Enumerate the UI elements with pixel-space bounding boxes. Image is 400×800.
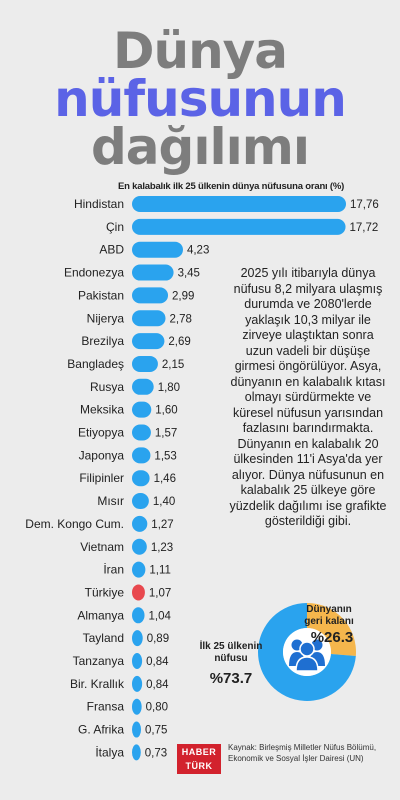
value-label: 1,53 — [154, 450, 176, 462]
value-label: 3,45 — [178, 268, 200, 280]
bar — [132, 196, 346, 212]
bar — [132, 630, 143, 647]
bar — [132, 653, 143, 669]
category-label: Japonya — [79, 448, 125, 462]
value-label: 0,84 — [146, 656, 169, 668]
value-label: 1,11 — [149, 565, 171, 577]
pie-value-label: %26.3 — [311, 629, 354, 646]
value-label: 0,89 — [147, 633, 169, 645]
bar — [132, 424, 151, 441]
bar — [132, 698, 142, 715]
value-label: 2,99 — [172, 290, 194, 302]
category-label: Türkiye — [85, 585, 125, 599]
category-label: G. Afrika — [78, 723, 124, 737]
category-label: Filipinler — [79, 471, 124, 485]
value-label: 17,72 — [350, 222, 379, 234]
category-label: Endonezya — [64, 266, 124, 280]
bar — [132, 218, 346, 235]
value-label: 0,84 — [146, 679, 169, 691]
value-label: 0,75 — [145, 725, 167, 737]
bar — [132, 675, 143, 692]
value-label: 2,78 — [169, 313, 191, 325]
category-label: Brezilya — [81, 334, 124, 348]
bar — [132, 515, 148, 532]
category-label: Nijerya — [87, 311, 125, 325]
value-label: 1,40 — [153, 496, 175, 508]
category-label: Dem. Kongo Cum. — [25, 517, 124, 531]
value-label: 0,73 — [145, 747, 167, 759]
bar — [132, 264, 174, 281]
pie-slice — [307, 603, 356, 656]
category-label: Vietnam — [80, 540, 124, 554]
category-label: Tanzanya — [73, 654, 125, 668]
bar — [132, 401, 152, 418]
pie-label: Dünyanın — [306, 604, 352, 615]
category-label: Pakistan — [78, 288, 124, 302]
pie-label: nüfusu — [214, 653, 247, 664]
bar — [132, 493, 149, 510]
description-text: 2025 yılı itibarıyla dünya nüfusu 8,2 mi… — [229, 266, 387, 528]
category-label: Bir. Krallık — [70, 677, 125, 691]
bar — [132, 744, 141, 761]
category-label: Mısır — [97, 494, 124, 508]
bar — [132, 721, 142, 738]
bar — [132, 378, 154, 395]
category-label: Etiyopya — [78, 426, 124, 440]
page-title-line-2: nüfusunun — [54, 70, 347, 128]
bar — [132, 561, 146, 578]
value-label: 1,07 — [149, 587, 171, 599]
person-icon-head — [299, 641, 315, 657]
bar — [132, 584, 145, 601]
bar — [132, 310, 166, 327]
category-label: ABD — [99, 243, 124, 257]
bar — [132, 607, 145, 624]
person-icon-body — [295, 656, 319, 672]
value-label: 1,46 — [154, 473, 176, 485]
bar — [132, 447, 151, 464]
value-label: 1,23 — [151, 542, 173, 554]
value-label: 1,80 — [158, 382, 180, 394]
chart-title: En kalabalık ilk 25 ülkenin dünya nüfusu… — [118, 181, 345, 192]
haberturk-logo: HABER TÜRK — [177, 744, 221, 774]
pie-label: geri kalanı — [304, 616, 354, 627]
category-label: Tayland — [83, 631, 124, 645]
page-title-line-1: Dünya — [112, 22, 288, 80]
source-text: Kaynak: Birleşmiş Milletler Nüfus Bölümü… — [228, 743, 377, 763]
value-label: 1,60 — [155, 405, 177, 417]
category-label: İran — [103, 563, 124, 577]
category-label: Almanya — [77, 608, 124, 622]
page-title-line-3: dağılımı — [91, 118, 310, 176]
bar — [132, 333, 165, 350]
category-label: Bangladeş — [67, 357, 124, 371]
value-label: 17,76 — [350, 199, 379, 211]
value-label: 2,69 — [168, 336, 190, 348]
value-label: 4,23 — [187, 245, 209, 257]
category-label: Fransa — [87, 700, 125, 714]
category-label: İtalya — [95, 745, 124, 759]
value-label: 1,04 — [149, 610, 172, 622]
category-label: Çin — [106, 220, 124, 234]
pie-label: İlk 25 ülkenin — [200, 639, 263, 652]
value-label: 1,27 — [151, 519, 173, 531]
pie-value-label: %73.7 — [210, 670, 253, 687]
bar — [132, 287, 169, 304]
category-label: Meksika — [80, 403, 124, 417]
logo-line-1: HABER — [181, 747, 217, 757]
value-label: 0,80 — [146, 702, 168, 714]
bar — [132, 470, 150, 487]
value-label: 2,15 — [162, 359, 184, 371]
bar — [132, 538, 147, 555]
value-label: 1,57 — [155, 428, 177, 440]
pie-slice — [258, 603, 356, 701]
logo-line-2: TÜRK — [185, 761, 213, 771]
category-label: Hindistan — [74, 197, 124, 211]
bar — [132, 241, 183, 258]
category-label: Rusya — [90, 380, 124, 394]
bar — [132, 355, 158, 372]
